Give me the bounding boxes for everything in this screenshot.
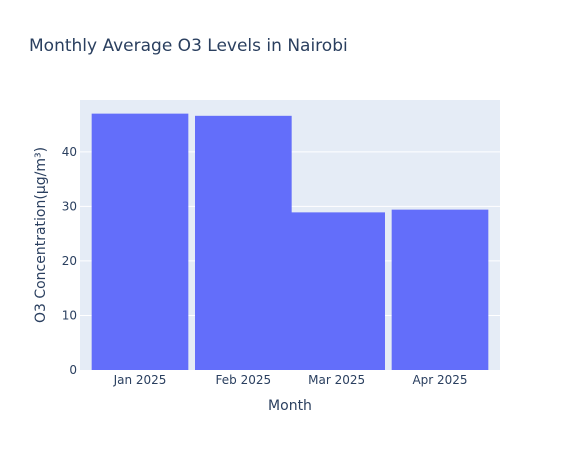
bar: [391, 209, 489, 370]
x-tick-label: Feb 2025: [216, 373, 272, 387]
y-tick-label: 30: [62, 199, 77, 213]
chart-title: Monthly Average O3 Levels in Nairobi: [29, 36, 348, 56]
y-tick-label: 40: [62, 145, 77, 159]
bar-series: [91, 113, 489, 371]
x-tick-label: Jan 2025: [113, 373, 167, 387]
bar: [288, 212, 385, 370]
y-tick-label: 20: [62, 254, 77, 268]
bar: [195, 115, 292, 371]
y-axis-ticks: 0 10 20 30 40: [62, 145, 77, 377]
bar: [91, 113, 189, 371]
x-axis-title: Month: [268, 398, 312, 414]
y-tick-label: 10: [62, 308, 77, 322]
y-tick-label: 0: [69, 363, 77, 377]
x-tick-label: Apr 2025: [412, 373, 467, 387]
x-tick-label: Mar 2025: [308, 373, 365, 387]
x-axis-ticks: Jan 2025 Feb 2025 Mar 2025 Apr 2025: [113, 373, 468, 387]
y-axis-title: O3 Concentration(µg/m³): [33, 147, 49, 323]
